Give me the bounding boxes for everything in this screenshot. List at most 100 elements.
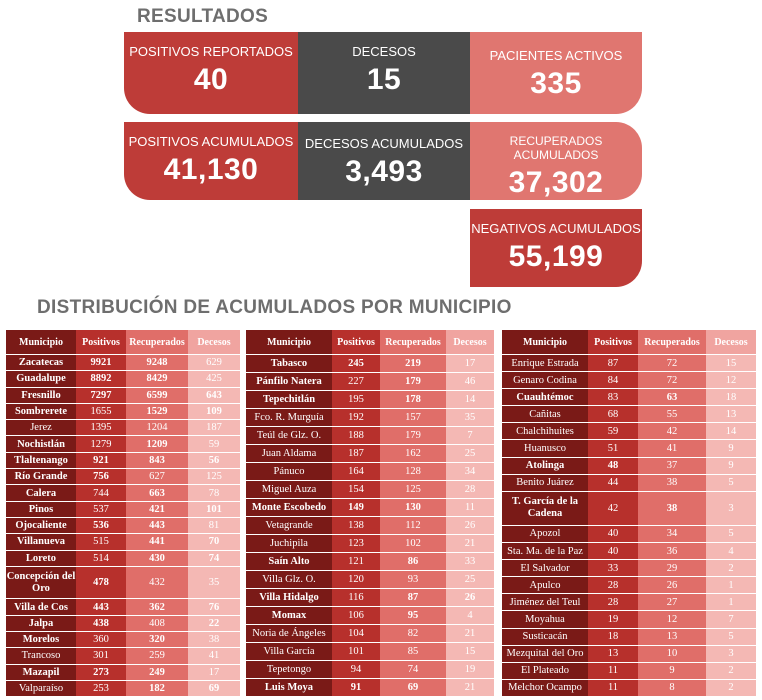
table-row: Villa de Cos 443 362 76 [6, 598, 240, 616]
positivos-cell: 28 [588, 593, 638, 612]
decesos-cell: 7 [706, 610, 756, 629]
card-recuperados-acumulados: RECUPERADOS ACUMULADOS 37,302 [470, 122, 642, 200]
positivos-cell: 301 [76, 647, 126, 665]
recuperados-cell: 157 [380, 408, 446, 427]
recuperados-cell: 421 [126, 501, 188, 518]
table-row: Jalpa 438 408 22 [6, 615, 240, 633]
positivos-cell: 756 [76, 468, 126, 486]
recuperados-cell: 6599 [126, 387, 188, 404]
positivos-cell: 8892 [76, 370, 126, 388]
recuperados-cell: 74 [380, 660, 446, 679]
table-row: Apulco 28 26 1 [502, 576, 756, 595]
card-value: 37,302 [508, 166, 604, 199]
positivos-cell: 11 [588, 662, 638, 680]
decesos-cell: 4 [446, 606, 494, 625]
recuperados-cell: 87 [380, 588, 446, 607]
municipio-cell: Pinos [6, 501, 76, 518]
positivos-cell: 94 [332, 660, 380, 679]
municipio-cell: Tabasco [246, 354, 332, 373]
table-row: Tepetongo 94 74 19 [246, 660, 494, 679]
table-row: Valparaíso 253 182 69 [6, 680, 240, 698]
card-value: 41,130 [163, 153, 259, 186]
municipio-cell: Villanueva [6, 533, 76, 551]
decesos-cell: 81 [188, 517, 240, 535]
municipio-cell: Loreto [6, 550, 76, 567]
table-row: El Plateado 11 9 2 [502, 662, 756, 680]
municipio-table-1: Municipio Positivos Recuperados Decesos Zac… [6, 330, 240, 698]
positivos-cell: 40 [588, 525, 638, 544]
recuperados-cell: 95 [380, 606, 446, 625]
recuperados-cell: 443 [126, 517, 188, 535]
positivos-cell: 87 [588, 354, 638, 373]
municipio-cell: Pánuco [246, 462, 332, 481]
recuperados-cell: 72 [638, 354, 706, 373]
positivos-cell: 187 [332, 444, 380, 463]
decesos-cell: 21 [446, 624, 494, 643]
header-positivos: Positivos [76, 330, 126, 355]
positivos-cell: 101 [332, 642, 380, 661]
decesos-cell: 2 [706, 679, 756, 697]
card-positivos-reportados: POSITIVOS REPORTADOS 40 [124, 32, 298, 114]
recuperados-cell: 27 [638, 593, 706, 612]
decesos-cell: 5 [706, 628, 756, 646]
positivos-cell: 154 [332, 480, 380, 499]
decesos-cell: 25 [446, 570, 494, 589]
table-row: Melchor Ocampo 11 8 2 [502, 679, 756, 697]
table-row: Ojocaliente 536 443 81 [6, 517, 240, 535]
recuperados-cell: 1204 [126, 419, 188, 437]
positivos-cell: 195 [332, 390, 380, 409]
table-row: Sombrerete 1655 1529 109 [6, 403, 240, 421]
table-row: Susticacán 18 13 5 [502, 628, 756, 646]
positivos-cell: 921 [76, 452, 126, 470]
table-row: Saín Alto 121 86 33 [246, 552, 494, 571]
decesos-cell: 33 [446, 552, 494, 571]
card-pacientes-activos: PACIENTES ACTIVOS 335 [470, 32, 642, 114]
decesos-cell: 17 [188, 664, 240, 681]
municipio-cell: Cañitas [502, 405, 588, 424]
positivos-cell: 514 [76, 550, 126, 567]
recuperados-cell: 10 [638, 645, 706, 663]
municipio-cell: Guadalupe [6, 370, 76, 388]
positivos-cell: 120 [332, 570, 380, 589]
positivos-cell: 116 [332, 588, 380, 607]
recuperados-cell: 128 [380, 462, 446, 481]
table-row: Pinos 537 421 101 [6, 501, 240, 518]
table-row: Cuauhtémoc 83 63 18 [502, 388, 756, 407]
header-recuperados: Recuperados [126, 330, 188, 355]
municipio-cell: El Plateado [502, 662, 588, 680]
municipio-table-3: Municipio Positivos Recuperados Decesos Enr… [502, 330, 756, 697]
recuperados-cell: 93 [380, 570, 446, 589]
decesos-cell: 1 [706, 576, 756, 595]
recuperados-cell: 125 [380, 480, 446, 499]
recuperados-cell: 38 [638, 474, 706, 492]
header-decesos: Decesos [446, 330, 494, 355]
card-label: DECESOS [352, 44, 416, 59]
positivos-cell: 9921 [76, 354, 126, 372]
recuperados-cell: 8429 [126, 370, 188, 388]
page-title: RESULTADOS [137, 6, 269, 27]
card-label: DECESOS ACUMULADOS [304, 136, 464, 151]
card-label: NEGATIVOS ACUMULADOS [471, 221, 641, 236]
recuperados-cell: 130 [380, 498, 446, 517]
positivos-cell: 42 [588, 491, 638, 526]
header-municipio: Municipio [6, 330, 76, 355]
header-positivos: Positivos [332, 330, 380, 355]
section-title: DISTRIBUCIÓN DE ACUMULADOS POR MUNICIPIO [37, 297, 512, 318]
header-recuperados: Recuperados [380, 330, 446, 355]
positivos-cell: 40 [588, 542, 638, 561]
positivos-cell: 51 [588, 439, 638, 458]
table-row: Apozol 40 34 5 [502, 525, 756, 544]
municipio-cell: Juan Aldama [246, 444, 332, 463]
decesos-cell: 3 [706, 645, 756, 663]
positivos-cell: 273 [76, 664, 126, 681]
table-row: Nochistlán 1279 1209 59 [6, 435, 240, 453]
recuperados-cell: 1529 [126, 403, 188, 421]
municipio-cell: Morelos [6, 631, 76, 649]
municipio-cell: Vetagrande [246, 516, 332, 535]
municipio-cell: Chalchihuites [502, 422, 588, 441]
positivos-cell: 443 [76, 598, 126, 616]
decesos-cell: 41 [188, 647, 240, 665]
table-row: Chalchihuites 59 42 14 [502, 422, 756, 441]
positivos-cell: 227 [332, 372, 380, 391]
recuperados-cell: 12 [638, 610, 706, 629]
